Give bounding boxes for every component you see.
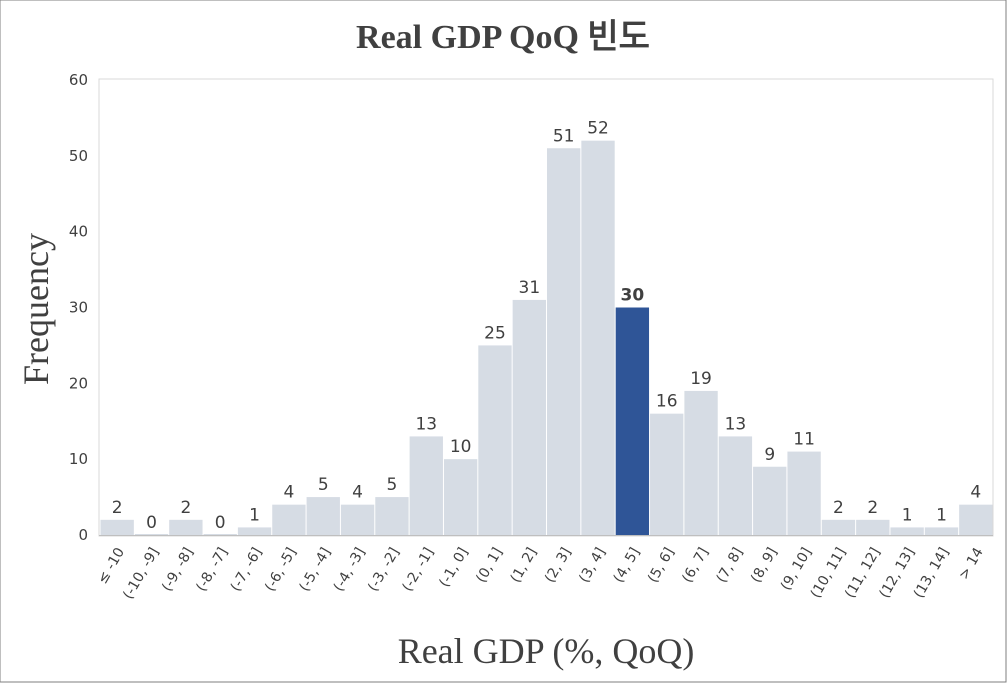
data-label: 0 bbox=[215, 513, 226, 533]
bar-3 bbox=[203, 534, 237, 535]
bar-25 bbox=[959, 504, 993, 535]
bar-10 bbox=[443, 459, 478, 535]
y-tick-label: 10 bbox=[69, 450, 88, 468]
data-label: 4 bbox=[283, 483, 294, 503]
bar-18 bbox=[718, 436, 753, 535]
bar-24 bbox=[924, 527, 959, 535]
bar-23 bbox=[890, 527, 924, 535]
y-tick-label: 30 bbox=[69, 299, 88, 317]
y-tick-label: 50 bbox=[69, 147, 88, 165]
data-label: 13 bbox=[725, 414, 747, 434]
data-label: 2 bbox=[867, 498, 878, 518]
bar-16 bbox=[650, 413, 684, 535]
bar-5 bbox=[272, 504, 306, 535]
chart-title: Real GDP QoQ 빈도 bbox=[356, 18, 650, 56]
data-label: 10 bbox=[450, 437, 472, 457]
bar-14 bbox=[581, 140, 615, 535]
bar-22 bbox=[856, 519, 890, 535]
bar-7 bbox=[340, 504, 375, 535]
data-label: 2 bbox=[833, 498, 844, 518]
data-label: 1 bbox=[249, 505, 260, 525]
bar-6 bbox=[306, 497, 340, 535]
data-label: 5 bbox=[318, 475, 329, 495]
y-tick-label: 60 bbox=[69, 71, 88, 89]
bar-2 bbox=[169, 519, 203, 535]
data-label: 2 bbox=[112, 498, 123, 518]
data-label: 1 bbox=[936, 505, 947, 525]
bar-4 bbox=[237, 527, 272, 535]
bar-17 bbox=[684, 390, 718, 535]
bar-0 bbox=[100, 519, 134, 535]
data-label: 16 bbox=[656, 392, 678, 412]
data-label: 2 bbox=[180, 498, 191, 518]
data-label: 52 bbox=[587, 119, 609, 139]
y-axis-ticks: 0 10 20 30 40 50 60 bbox=[69, 71, 88, 544]
data-label: 1 bbox=[902, 505, 913, 525]
data-label: 4 bbox=[970, 483, 981, 503]
bar-13 bbox=[547, 148, 581, 535]
y-tick-label: 20 bbox=[69, 374, 88, 392]
data-label: 19 bbox=[690, 369, 712, 389]
bar-1 bbox=[134, 534, 169, 535]
data-label: 5 bbox=[387, 475, 398, 495]
data-label: 0 bbox=[146, 513, 157, 533]
y-tick-label: 0 bbox=[78, 526, 88, 544]
data-label: 30 bbox=[621, 286, 645, 306]
data-label: 9 bbox=[764, 445, 775, 465]
bar-12 bbox=[512, 299, 546, 535]
bar-20 bbox=[787, 451, 821, 535]
x-axis-label: Real GDP (%, QoQ) bbox=[398, 631, 695, 671]
bar-21 bbox=[821, 519, 856, 535]
bar-19 bbox=[753, 466, 787, 535]
data-label: 51 bbox=[553, 126, 575, 146]
data-label: 31 bbox=[519, 278, 541, 298]
data-label: 4 bbox=[352, 483, 363, 503]
data-label: 25 bbox=[484, 323, 506, 343]
y-tick-label: 40 bbox=[69, 223, 88, 241]
bar-11 bbox=[478, 345, 512, 535]
y-axis-label: Frequency bbox=[16, 233, 56, 385]
bar-15 bbox=[615, 307, 650, 535]
bar-9 bbox=[409, 436, 443, 535]
data-label: 13 bbox=[415, 414, 437, 434]
bar-8 bbox=[375, 497, 409, 535]
bar-series bbox=[100, 140, 993, 535]
data-label: 11 bbox=[793, 430, 815, 450]
